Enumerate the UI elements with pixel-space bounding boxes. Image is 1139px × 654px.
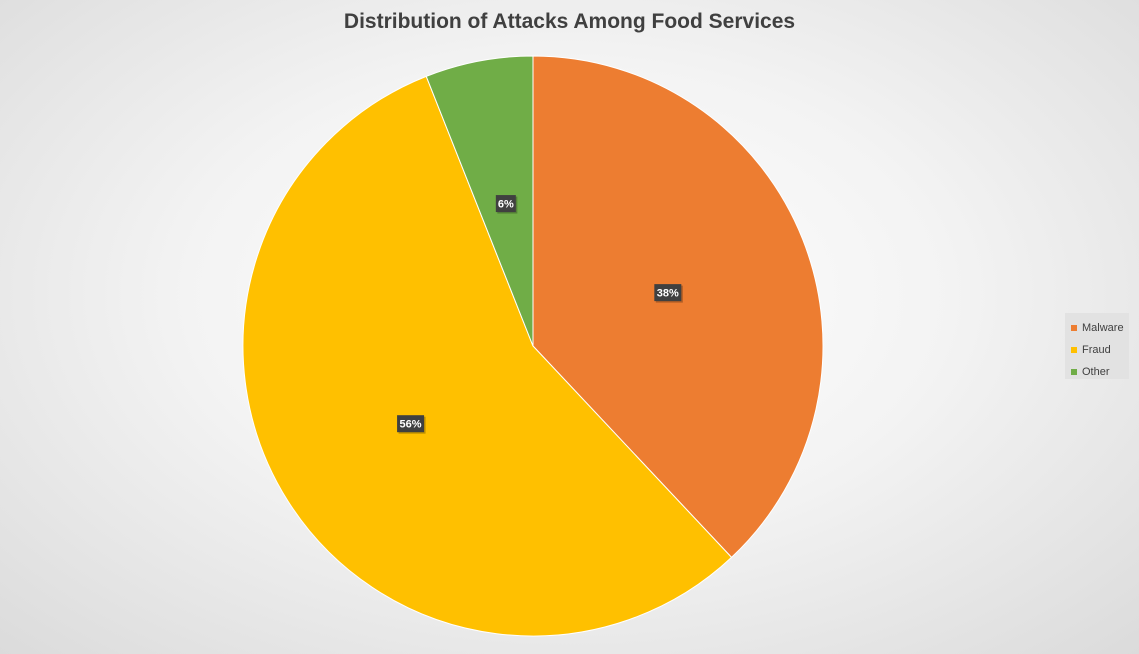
pie-slice-fraud <box>242 75 733 637</box>
pie-slice-other <box>425 55 534 347</box>
data-label-other: 6% <box>495 195 518 214</box>
data-label-text-fraud: 56% <box>400 419 422 431</box>
data-label-malware: 38% <box>654 284 683 303</box>
data-label-text-malware: 38% <box>657 288 679 300</box>
legend-label-malware: Malware <box>1082 322 1124 334</box>
legend-label-other: Other <box>1082 366 1110 378</box>
legend-swatch-other <box>1071 369 1077 375</box>
legend-swatch-fraud <box>1071 347 1077 353</box>
legend-item-fraud: Fraud <box>1071 339 1129 361</box>
legend-item-malware: Malware <box>1071 317 1129 339</box>
chart-title: Distribution of Attacks Among Food Servi… <box>343 10 796 33</box>
pie-slice-malware <box>532 55 824 559</box>
legend-item-other: Other <box>1071 361 1129 383</box>
legend-swatch-malware <box>1071 325 1077 331</box>
data-label-text-other: 6% <box>498 199 514 211</box>
data-label-fraud: 56% <box>397 415 426 434</box>
legend-label-fraud: Fraud <box>1082 344 1111 356</box>
legend: Malware Fraud Other <box>1065 313 1129 379</box>
